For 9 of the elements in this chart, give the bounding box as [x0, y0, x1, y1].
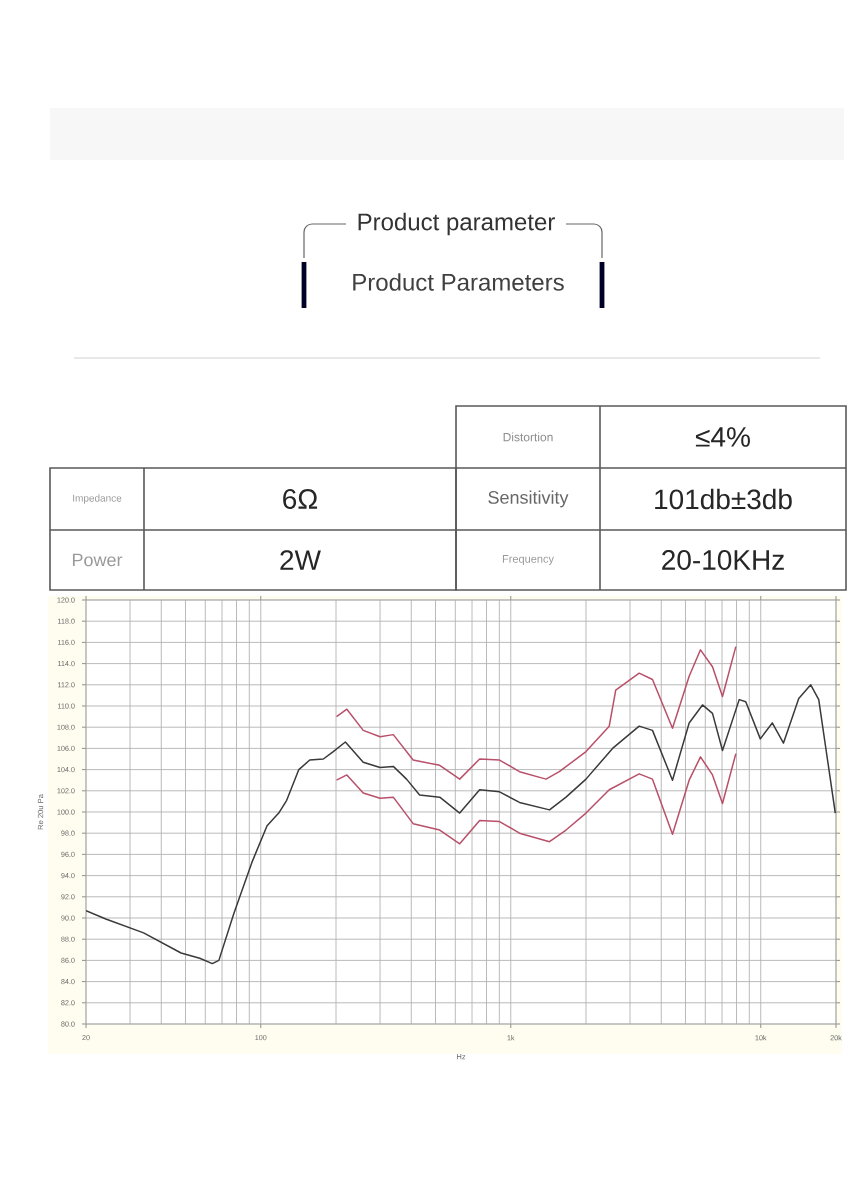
- text: ≤4%: [695, 427, 750, 447]
- text: 20-10KHz: [662, 550, 784, 570]
- chart-subtitle: Product Parameters: [353, 273, 564, 291]
- text: 6Ω: [283, 489, 318, 509]
- chart-title: Product parameter: [358, 212, 555, 236]
- text: Power: [72, 553, 123, 567]
- text: 101db±3db: [655, 488, 792, 510]
- text: Sensitivity: [488, 490, 569, 508]
- text: 2W: [280, 550, 321, 570]
